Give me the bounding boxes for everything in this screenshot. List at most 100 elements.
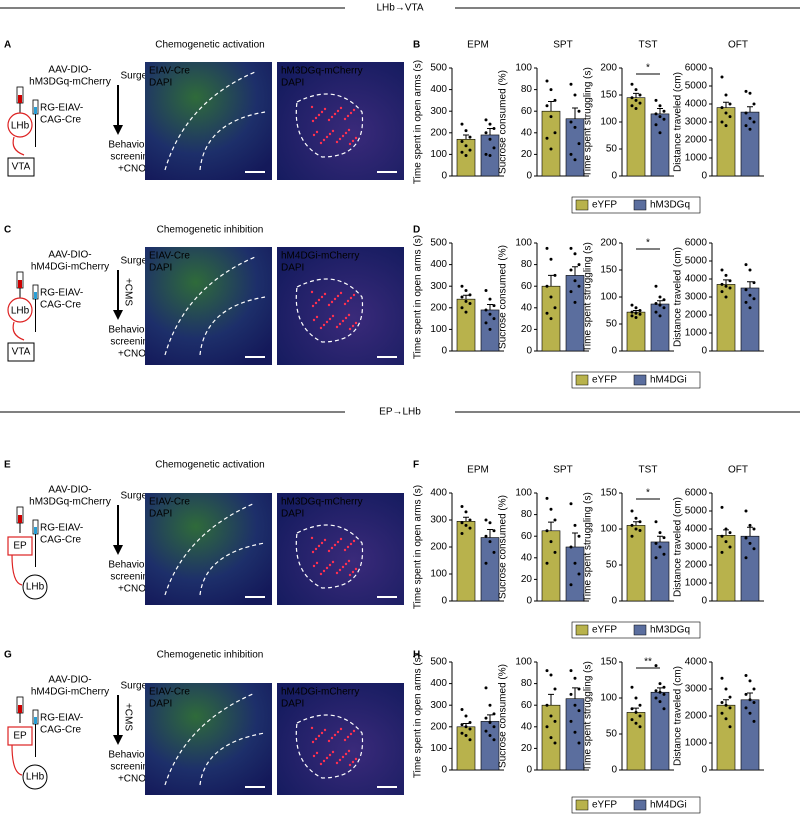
data-point [720,282,724,286]
y-tick-label: 300 [430,106,447,117]
data-point [484,289,488,293]
data-point [634,98,638,102]
cell-signal [354,136,358,140]
data-point [638,528,642,532]
image-label: EIAV-Cre [149,687,190,698]
cell-signal [344,131,348,135]
error-bar [572,532,578,547]
data-point [638,312,642,316]
cell-signal [320,541,324,545]
data-point [460,122,464,126]
arrow-head [113,735,123,745]
cell-signal [349,732,353,736]
step-label: screening [110,337,153,348]
y-tick-label: 1000 [685,328,708,339]
data-point [752,547,756,551]
cell-signal [344,562,348,566]
y-tick-label: 200 [600,63,617,74]
data-point [630,534,634,538]
helper-label: RG-EIAV- [40,288,83,299]
y-tick-label: 40 [521,127,533,138]
data-point [654,696,658,700]
data-point [488,703,492,707]
data-point [464,289,468,293]
error-bar [487,127,493,135]
y-tick-label: 0 [441,765,447,776]
y-tick-label: 4000 [685,657,708,668]
cell-signal [348,142,352,146]
y-tick-label: 2000 [685,560,708,571]
cell-signal [331,314,335,318]
data-point [577,687,581,691]
data-point [752,701,756,704]
helper-label: CAG-Cre [40,300,82,311]
data-point [549,714,553,718]
region-source [7,536,33,556]
cell-signal [346,299,350,303]
data-point [488,521,492,525]
data-point [553,741,557,745]
region-label: LHb [26,582,45,593]
region-target [7,342,35,362]
y-tick-label: 60 [521,281,533,292]
syringe-fill [18,515,22,523]
panel-letter: F [413,460,419,471]
y-axis-label: Time spent in open arms (s) [413,60,424,184]
step-label: Surgery [120,71,155,82]
data-point [492,146,496,150]
cell-signal [310,290,314,294]
image-label: EIAV-Cre [149,66,190,77]
error-bar [463,134,469,140]
image-label: hM3DGq-mCherry [281,66,363,77]
data-point [630,104,634,108]
y-tick-label: 80 [521,678,533,689]
legend-label: eYFP [592,200,617,211]
image-label: hM4DGi-mCherry [281,251,359,262]
data-point [744,89,748,93]
data-point [744,111,748,115]
data-point [744,674,748,677]
bar [716,284,736,352]
data-point [569,246,573,250]
cell-signal [327,118,331,122]
cell-signal [330,300,334,304]
data-point [728,695,732,699]
panel-letter: D [413,225,420,236]
data-point [549,673,553,677]
cell-signal [341,565,345,569]
data-point [720,676,724,680]
data-point [634,306,638,310]
chart-title: TST [639,40,658,51]
data-point [752,687,756,691]
cell-signal [339,291,343,295]
data-point [488,137,492,141]
data-point [488,733,492,737]
bar [740,287,760,352]
data-point [492,317,496,321]
helper-label: RG-EIAV- [40,713,83,724]
data-point [549,88,553,92]
legend-swatch [575,374,589,386]
data-point [573,93,577,97]
region-label: VTA [12,347,31,358]
data-point [744,692,748,696]
bar [650,113,670,177]
significance-label: * [646,238,650,249]
y-tick-label: 0 [611,765,617,776]
data-point [748,698,752,702]
error-bar [747,281,753,288]
region-outline [164,256,266,356]
cell-signal [320,731,324,735]
legend-label: eYFP [592,375,617,386]
data-point [654,556,658,560]
data-point [577,709,581,713]
data-point [724,111,728,115]
error-bar [487,714,493,722]
legend-swatch [633,799,647,811]
error-bar [657,535,663,542]
cell-signal [336,540,340,544]
error-bar [548,274,554,287]
legend-box [571,796,701,814]
arrow-head [113,125,123,135]
bar [626,525,646,602]
